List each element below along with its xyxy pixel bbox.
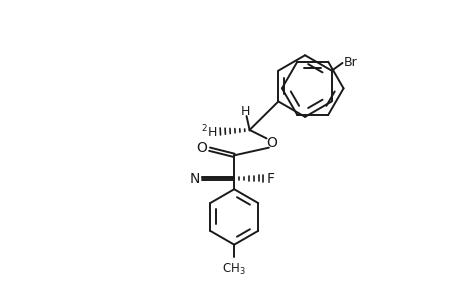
- Text: O: O: [196, 141, 207, 155]
- Text: $\mathregular{^{2}H}$: $\mathregular{^{2}H}$: [201, 124, 217, 140]
- Text: H: H: [240, 105, 249, 118]
- Text: CH$_3$: CH$_3$: [222, 262, 246, 278]
- Text: F: F: [266, 172, 274, 186]
- Text: Br: Br: [343, 56, 357, 69]
- Text: N: N: [190, 172, 200, 186]
- Text: O: O: [266, 136, 277, 150]
